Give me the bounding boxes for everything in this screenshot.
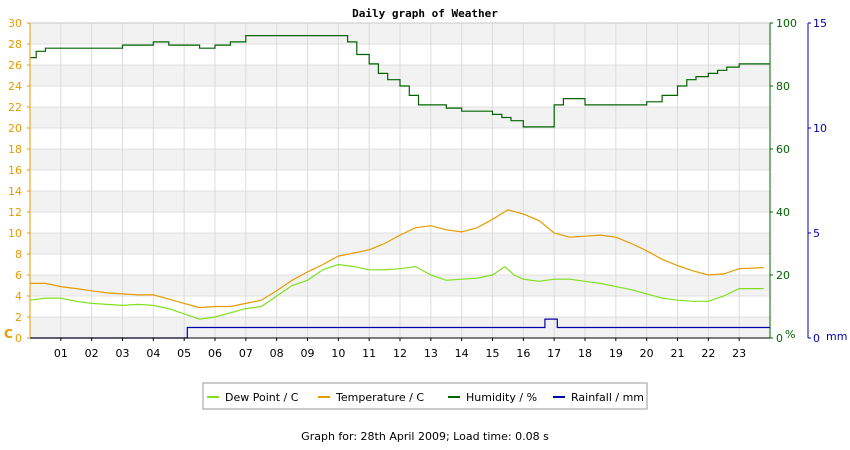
rainfall-tick-label: 15 (813, 17, 827, 30)
left-axis-label: C (4, 327, 13, 341)
left-tick-label: 6 (15, 269, 22, 282)
x-tick-label: 09 (301, 347, 315, 360)
series-lines (29, 35, 770, 339)
left-tick-label: 16 (8, 164, 22, 177)
left-tick-label: 28 (8, 38, 22, 51)
x-tick-label: 18 (578, 347, 592, 360)
left-tick-label: 2 (15, 311, 22, 324)
humidity-tick-label: 60 (776, 143, 790, 156)
humidity-axis-label: % (785, 328, 795, 341)
series-line-rainfall (30, 318, 770, 339)
legend-entry: Dew Point / C (225, 391, 299, 404)
left-tick-label: 18 (8, 143, 22, 156)
x-tick-label: 05 (177, 347, 191, 360)
x-tick-label: 15 (486, 347, 500, 360)
left-tick-label: 22 (8, 101, 22, 114)
humidity-tick-label: 0 (776, 332, 783, 345)
legend: Dew Point / C Temperature / C Humidity / %… (202, 382, 648, 410)
x-tick-label: 06 (208, 347, 222, 360)
x-tick-label: 12 (393, 347, 407, 360)
left-tick-label: 8 (15, 248, 22, 261)
rainfall-tick-label: 0 (813, 332, 820, 345)
legend-entry: Rainfall / mm (571, 391, 644, 404)
x-tick-label: 08 (270, 347, 284, 360)
humidity-tick-label: 100 (776, 17, 797, 30)
left-tick-label: 26 (8, 59, 22, 72)
x-tick-label: 23 (732, 347, 746, 360)
x-tick-label: 16 (516, 347, 530, 360)
axes-frame (27, 22, 811, 341)
left-tick-label: 12 (8, 206, 22, 219)
left-tick-label: 0 (15, 332, 22, 345)
rainfall-tick-label: 10 (813, 122, 827, 135)
x-tick-label: 07 (239, 347, 253, 360)
rainfall-axis-label: mm (826, 330, 847, 343)
series-line-humidity (30, 35, 770, 128)
x-tick-label: 19 (609, 347, 623, 360)
x-tick-label: 14 (455, 347, 469, 360)
x-tick-label: 13 (424, 347, 438, 360)
x-tick-label: 01 (54, 347, 68, 360)
humidity-tick-label: 20 (776, 269, 790, 282)
left-tick-label: 30 (8, 17, 22, 30)
legend-entry: Humidity / % (466, 391, 537, 404)
x-tick-label: 22 (701, 347, 715, 360)
footer-text: Graph for: 28th April 2009; Load time: 0… (301, 430, 549, 443)
left-tick-label: 4 (15, 290, 22, 303)
x-tick-label: 04 (146, 347, 160, 360)
x-tick-label: 02 (85, 347, 99, 360)
left-tick-label: 14 (8, 185, 22, 198)
left-tick-label: 24 (8, 80, 22, 93)
x-tick-label: 11 (362, 347, 376, 360)
series-line-temperature (30, 209, 764, 309)
x-tick-label: 21 (671, 347, 685, 360)
x-tick-label: 17 (547, 347, 561, 360)
legend-entry: Temperature / C (335, 391, 424, 404)
left-tick-label: 20 (8, 122, 22, 135)
chart-title: Daily graph of Weather (352, 7, 498, 20)
left-tick-label: 10 (8, 227, 22, 240)
series-line-dew (29, 263, 764, 320)
humidity-tick-label: 40 (776, 206, 790, 219)
x-tick-label: 20 (640, 347, 654, 360)
x-tick-label: 10 (331, 347, 345, 360)
legend-box (202, 382, 648, 410)
x-tick-label: 03 (116, 347, 130, 360)
rainfall-tick-label: 5 (813, 227, 820, 240)
humidity-tick-label: 80 (776, 80, 790, 93)
